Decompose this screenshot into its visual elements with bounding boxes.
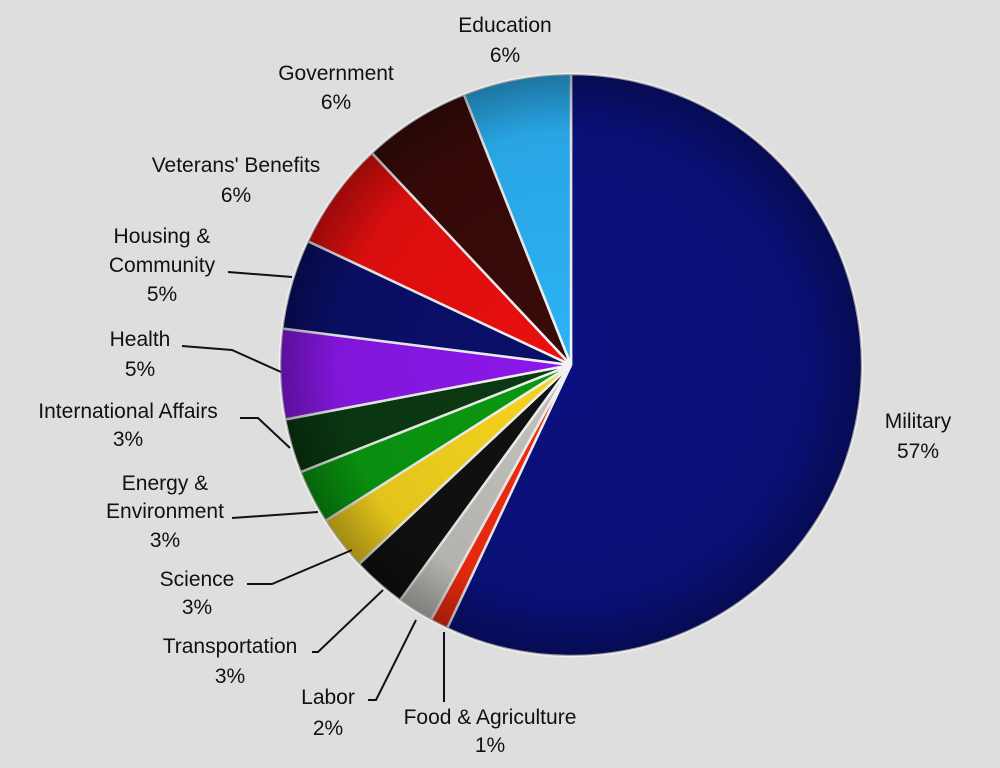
leader-line-labor	[368, 619, 417, 701]
slice-name-housing-community: Housing &	[114, 225, 211, 248]
slice-percent-housing-community: 5%	[147, 283, 177, 306]
slice-name-science: Science	[160, 568, 235, 591]
leader-line-energy-environment	[231, 511, 319, 519]
slice-percent-government: 6%	[321, 91, 351, 114]
slice-name-energy-environment: Energy &	[122, 472, 208, 495]
slice-name-food-agriculture: Food & Agriculture	[404, 706, 577, 729]
slice-percent-health: 5%	[125, 358, 155, 381]
slice-name-education: Education	[458, 14, 551, 37]
slice-name-government: Government	[278, 62, 394, 85]
leader-line-transportation	[312, 589, 384, 653]
pie-slices	[278, 72, 864, 658]
slice-percent-international-affairs: 3%	[113, 428, 143, 451]
slice-name-labor: Labor	[301, 686, 355, 709]
slice-name-military: Military	[885, 410, 952, 433]
slice-name-housing-community: Community	[109, 254, 216, 277]
slice-percent-food-agriculture: 1%	[475, 734, 505, 757]
slice-name-transportation: Transportation	[163, 635, 298, 658]
slice-name-health: Health	[110, 328, 171, 351]
slice-percent-education: 6%	[490, 44, 520, 67]
slice-labels: Military 57% Food & Agriculture 1% Labor 2% Tr…	[38, 14, 951, 757]
leader-line-health	[181, 345, 282, 373]
slice-percent-transportation: 3%	[215, 665, 245, 688]
leader-lines	[181, 271, 445, 702]
slice-percent-science: 3%	[182, 596, 212, 619]
leader-line-housing-community	[227, 271, 293, 278]
slice-name-veterans-benefits: Veterans' Benefits	[152, 154, 321, 177]
slice-percent-veterans-benefits: 6%	[221, 184, 251, 207]
leader-line-international-affairs	[240, 417, 291, 449]
slice-name-energy-environment: Environment	[106, 500, 224, 523]
slice-percent-military: 57%	[897, 440, 939, 463]
slice-percent-labor: 2%	[313, 717, 343, 740]
slice-percent-energy-environment: 3%	[150, 529, 180, 552]
leader-line-science	[247, 549, 353, 585]
slice-name-international-affairs: International Affairs	[38, 400, 217, 423]
